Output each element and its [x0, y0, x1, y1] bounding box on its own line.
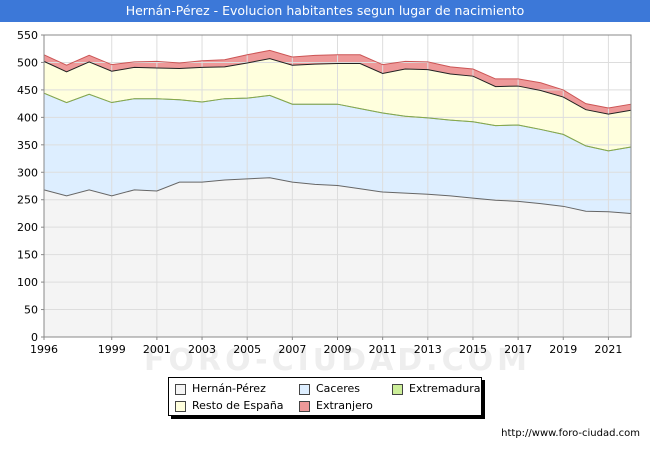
line-extremadura — [43, 92, 632, 152]
x-tick-label-2011: 2011 — [369, 343, 397, 356]
x-tick-label-2021: 2021 — [594, 343, 622, 356]
x-tick-label-2013: 2013 — [414, 343, 442, 356]
legend-swatch-resto-de-espana — [175, 401, 186, 412]
area-extranjero — [44, 50, 631, 115]
y-tick-label-50: 50 — [24, 304, 38, 317]
line-extranjero — [43, 49, 632, 109]
y-tick-label-250: 250 — [17, 194, 38, 207]
x-tick-label-2009: 2009 — [324, 343, 352, 356]
legend-swatch-hernan-perez — [175, 384, 186, 395]
y-tick-label-350: 350 — [17, 139, 38, 152]
legend-label-hernan-perez: Hernán-Pérez — [192, 382, 266, 395]
legend-swatch-caceres — [299, 384, 310, 395]
x-tick-label-2005: 2005 — [233, 343, 261, 356]
y-tick-label-450: 450 — [17, 84, 38, 97]
chart-title: Hernán-Pérez - Evolucion habitantes segu… — [0, 0, 650, 22]
y-tick-label-200: 200 — [17, 221, 38, 234]
x-tick-label-1999: 1999 — [98, 343, 126, 356]
y-tick-label-550: 550 — [17, 29, 38, 42]
x-tick-label-2015: 2015 — [459, 343, 487, 356]
y-tick-label-150: 150 — [17, 249, 38, 262]
watermark-text: FORO-CIUDAD.COM — [144, 343, 531, 378]
line-hernan-perez — [43, 177, 632, 214]
x-tick-label-2003: 2003 — [188, 343, 216, 356]
x-tick-label-2007: 2007 — [278, 343, 306, 356]
legend-label-caceres: Caceres — [316, 382, 361, 395]
legend-label-resto-de-espana: Resto de España — [192, 399, 284, 412]
x-tick-label-2017: 2017 — [504, 343, 532, 356]
legend: Hernán-Pérez Caceres Extremadura Resto d… — [168, 377, 482, 416]
legend-label-extremadura: Extremadura — [409, 382, 481, 395]
x-tick-label-2001: 2001 — [143, 343, 171, 356]
x-tick-label-1996: 1996 — [30, 343, 58, 356]
watermark-layer: FORO-CIUDAD.COM — [144, 343, 531, 378]
line-resto-de-espana — [43, 58, 632, 115]
legend-swatch-extremadura — [392, 384, 403, 395]
y-tick-label-400: 400 — [17, 111, 38, 124]
y-tick-label-100: 100 — [17, 276, 38, 289]
series-lines — [43, 49, 632, 214]
y-tick-label-0: 0 — [31, 331, 38, 344]
y-tick-label-500: 500 — [17, 56, 38, 69]
source-link[interactable]: http://www.foro-ciudad.com — [501, 428, 640, 439]
x-tick-label-2019: 2019 — [549, 343, 577, 356]
legend-label-extranjero: Extranjero — [316, 399, 373, 412]
legend-swatch-extranjero — [299, 401, 310, 412]
axes: 0 50 100 150 200 250 300 350 400 450 500 550 1996 199… — [17, 29, 632, 356]
y-tick-label-300: 300 — [17, 166, 38, 179]
